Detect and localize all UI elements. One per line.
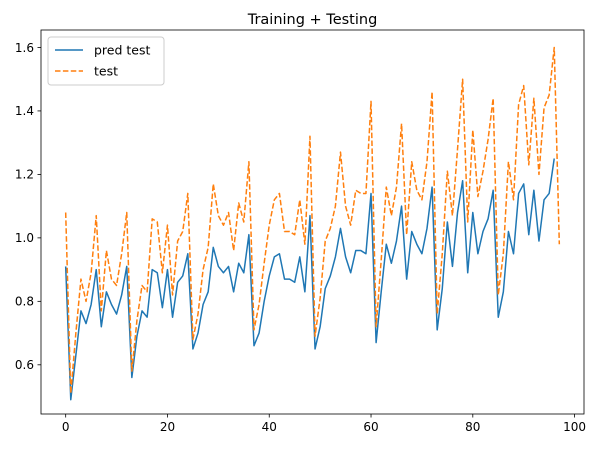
x-tick-label: 40	[262, 420, 277, 434]
y-tick-label: 0.8	[15, 295, 34, 309]
x-tick-label: 100	[563, 420, 586, 434]
legend-box	[47, 36, 165, 86]
y-tick-label: 0.6	[15, 358, 34, 372]
x-tick-label: 60	[363, 420, 378, 434]
y-tick-label: 1.2	[15, 168, 34, 182]
x-axis: 0 20 40 60 80 100	[62, 414, 586, 434]
x-tick-label: 80	[465, 420, 480, 434]
legend-label-pred-test: pred test	[94, 43, 151, 58]
plot-frame	[40, 29, 585, 415]
x-tick-label: 0	[62, 420, 70, 434]
legend-label-test: test	[94, 64, 118, 79]
chart-title: Training + Testing	[247, 12, 378, 28]
series-line-test	[64, 46, 561, 395]
y-tick-label: 1.4	[15, 104, 34, 118]
x-tick-label: 20	[160, 420, 175, 434]
series-line-pred-test	[64, 158, 555, 401]
legend: pred test test	[47, 36, 165, 86]
y-tick-label: 1.0	[15, 231, 34, 245]
y-tick-label: 1.6	[15, 41, 34, 55]
series-lines	[64, 46, 561, 401]
y-axis: 0.6 0.8 1.0 1.2 1.4 1.6	[15, 41, 41, 372]
